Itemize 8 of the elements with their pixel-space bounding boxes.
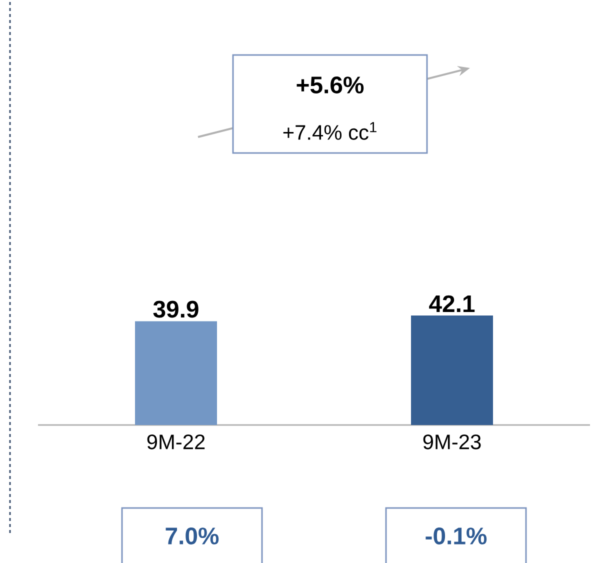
- text: +5.6%: [296, 76, 364, 94]
- text: -0.1%: [426, 528, 487, 544]
- text: 7.0%: [166, 528, 219, 544]
- text: +7.4% cc$^{1}$: [283, 122, 376, 140]
- x-tick-label: 9M-22: [147, 434, 205, 450]
- data-label: 39.9: [153, 300, 198, 318]
- x-tick-label: 9M-23: [423, 434, 481, 450]
- data-label: 42.1: [429, 295, 475, 312]
